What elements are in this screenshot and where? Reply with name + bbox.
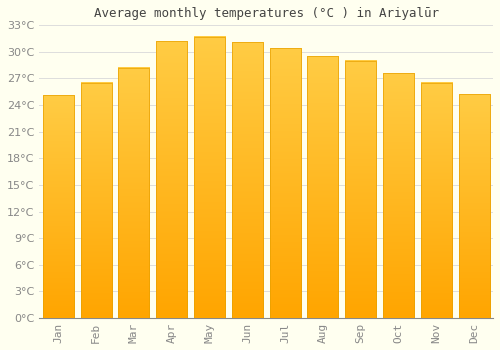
Bar [345, 61, 376, 318]
Bar [308, 56, 338, 318]
Bar [458, 94, 490, 318]
Bar [421, 83, 452, 318]
Bar [156, 41, 187, 318]
Bar [383, 73, 414, 318]
Bar [42, 95, 74, 318]
Bar [80, 83, 112, 318]
Bar [270, 48, 300, 318]
Bar [232, 42, 263, 318]
Title: Average monthly temperatures (°C ) in Ariyalūr: Average monthly temperatures (°C ) in Ar… [94, 7, 438, 20]
Bar [118, 68, 150, 318]
Bar [194, 37, 225, 318]
